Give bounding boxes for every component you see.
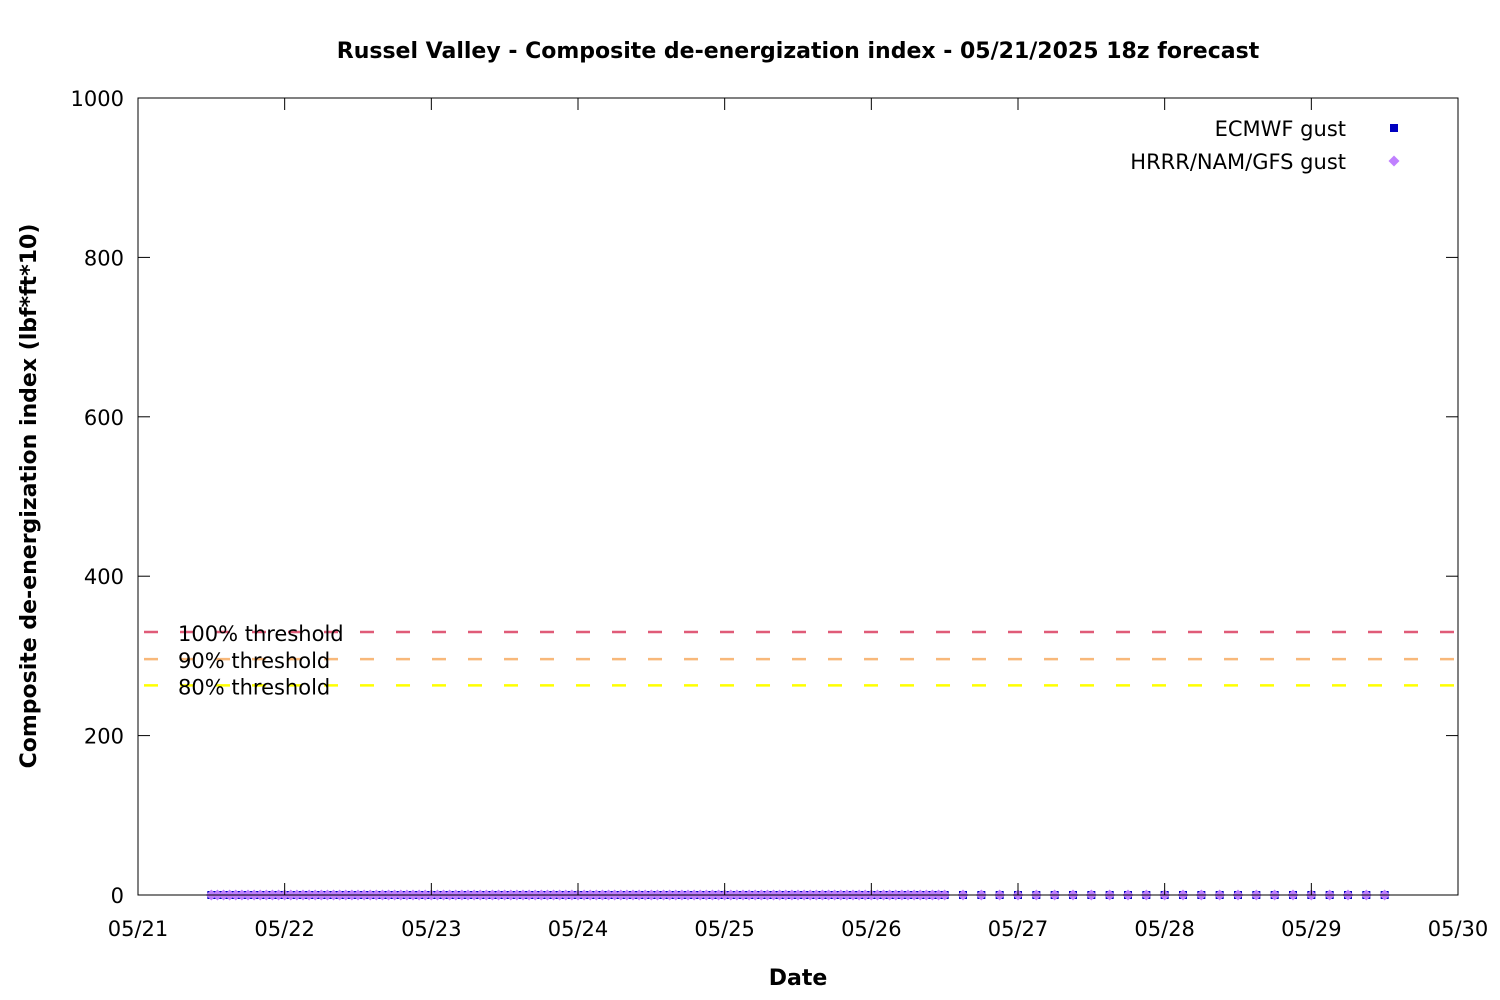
legend: ECMWF gust HRRR/NAM/GFS gust [1130,117,1400,174]
x-tick-label: 05/29 [1281,917,1342,941]
x-axis-label: Date [769,966,828,991]
chart-title: Russel Valley - Composite de-energizatio… [337,39,1260,64]
legend-label: HRRR/NAM/GFS gust [1130,150,1346,174]
x-tick-label: 05/30 [1428,917,1489,941]
y-tick-label: 1000 [71,87,124,111]
x-tick-label: 05/23 [401,917,462,941]
y-tick-label: 400 [84,565,124,589]
threshold-label: 80% threshold [178,675,330,699]
x-axis: 05/21 05/22 05/23 05/24 05/25 05/26 05/27 05/28… [108,98,1489,941]
plot-frame [137,97,1459,896]
threshold-label: 100% threshold [178,622,344,646]
y-axis-label: Composite de-energization index (lbf*ft*… [17,224,42,769]
y-tick-label: 800 [84,246,124,270]
legend-label: ECMWF gust [1215,117,1346,141]
x-tick-label: 05/26 [841,917,902,941]
x-tick-label: 05/28 [1134,917,1195,941]
threshold-label: 90% threshold [178,649,330,673]
legend-marker [1390,124,1398,132]
y-tick-label: 200 [84,725,124,749]
y-tick-label: 600 [84,406,124,430]
legend-marker [1388,155,1400,167]
x-tick-label: 05/27 [988,917,1049,941]
x-tick-label: 05/24 [548,917,609,941]
y-tick-label: 0 [111,884,124,908]
x-tick-label: 05/21 [108,917,169,941]
y-axis: 0 200 400 600 800 1000 [71,87,1458,908]
x-tick-label: 05/22 [254,917,315,941]
x-tick-label: 05/25 [694,917,755,941]
